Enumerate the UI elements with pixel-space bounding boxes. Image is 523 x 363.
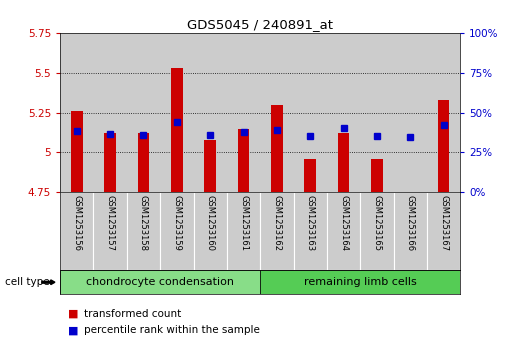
Bar [94, 33, 127, 192]
Text: GSM1253156: GSM1253156 [72, 195, 81, 251]
Bar [304, 159, 316, 192]
Bar [338, 133, 349, 192]
Bar [171, 68, 183, 192]
Text: percentile rank within the sample: percentile rank within the sample [84, 325, 259, 335]
Bar [260, 192, 293, 270]
Bar [260, 270, 460, 294]
Bar [194, 192, 227, 270]
Bar [360, 192, 393, 270]
Bar [327, 192, 360, 270]
Bar [194, 33, 227, 192]
Bar [227, 192, 260, 270]
Title: GDS5045 / 240891_at: GDS5045 / 240891_at [187, 19, 333, 32]
Bar [427, 33, 460, 192]
Text: GSM1253160: GSM1253160 [206, 195, 214, 251]
Bar [293, 33, 327, 192]
Bar [260, 33, 293, 192]
Text: GSM1253163: GSM1253163 [306, 195, 315, 251]
Text: GSM1253165: GSM1253165 [372, 195, 381, 251]
Text: GSM1253167: GSM1253167 [439, 195, 448, 251]
Bar [271, 105, 283, 192]
Bar [60, 270, 260, 294]
Bar [371, 159, 383, 192]
Bar [394, 192, 427, 270]
Bar [127, 33, 160, 192]
Bar [104, 133, 116, 192]
Bar [438, 100, 449, 192]
Bar [94, 192, 127, 270]
Text: chondrocyte condensation: chondrocyte condensation [86, 277, 234, 287]
Bar [227, 33, 260, 192]
Bar [138, 133, 150, 192]
Bar [427, 192, 460, 270]
Bar [60, 33, 94, 192]
Bar [237, 129, 249, 192]
Text: remaining limb cells: remaining limb cells [304, 277, 417, 287]
Text: GSM1253157: GSM1253157 [106, 195, 115, 251]
Text: ■: ■ [68, 309, 78, 319]
Text: GSM1253161: GSM1253161 [239, 195, 248, 251]
Text: GSM1253162: GSM1253162 [272, 195, 281, 251]
Bar [360, 33, 393, 192]
Bar [293, 192, 327, 270]
Text: transformed count: transformed count [84, 309, 181, 319]
Text: ■: ■ [68, 325, 78, 335]
Bar [160, 192, 194, 270]
Bar [160, 33, 194, 192]
Text: GSM1253158: GSM1253158 [139, 195, 148, 251]
Bar [71, 111, 83, 192]
Bar [127, 192, 160, 270]
Text: GSM1253164: GSM1253164 [339, 195, 348, 251]
Bar [394, 33, 427, 192]
Text: GSM1253166: GSM1253166 [406, 195, 415, 251]
Bar [60, 192, 94, 270]
Text: GSM1253159: GSM1253159 [173, 195, 181, 250]
Text: cell type: cell type [5, 277, 50, 287]
Bar [204, 140, 216, 192]
Bar [327, 33, 360, 192]
